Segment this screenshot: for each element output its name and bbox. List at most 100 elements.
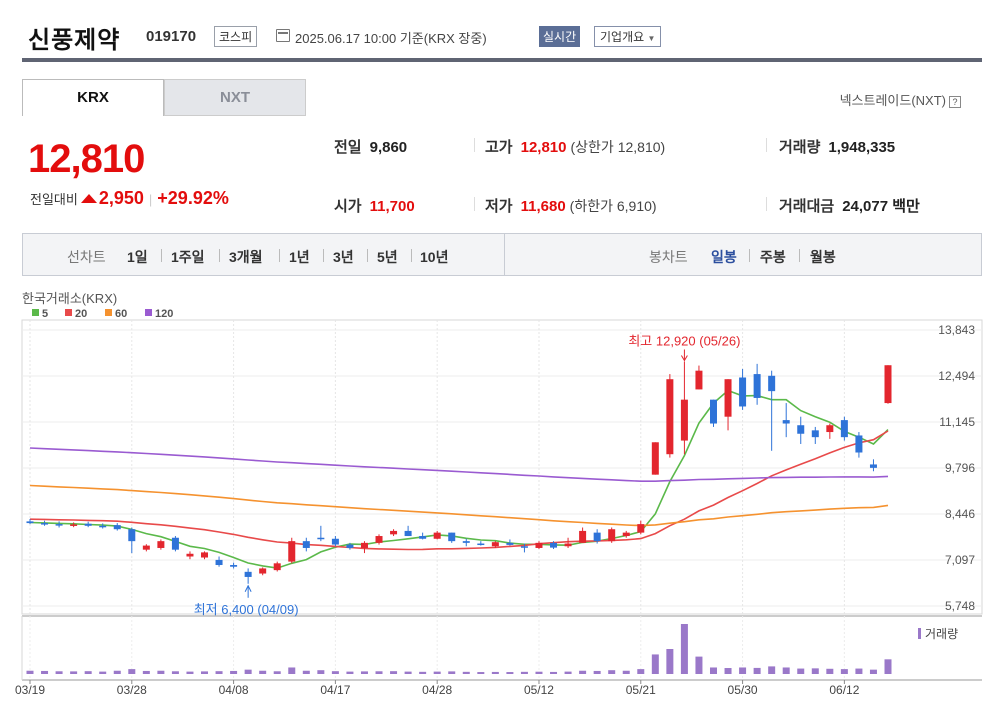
y-tick-label: 5,748 (945, 599, 975, 613)
stat-amount: 거래대금 24,077 백만 (779, 198, 920, 215)
legend-label: 5 (42, 308, 48, 320)
candle (491, 541, 499, 548)
quote-datetime: 2025.06.17 10:00 기준(KRX 장중) (295, 31, 487, 46)
volume-bar (768, 666, 776, 674)
volume-bar (739, 667, 747, 674)
period-3y[interactable]: 3년 (333, 249, 354, 265)
volume-bar (186, 671, 194, 674)
volume-bar (171, 671, 179, 674)
candle (535, 541, 543, 549)
nextrade-link[interactable]: 넥스트레이드(NXT)? (840, 90, 961, 109)
candle (259, 567, 267, 576)
volume-bar (390, 671, 398, 674)
candle (113, 523, 121, 531)
volume-bar (797, 668, 805, 674)
chevron-down-icon: ▼ (647, 34, 656, 43)
volume-bar (826, 668, 834, 674)
market-badge: 코스피 (214, 26, 258, 47)
candle-weekly[interactable]: 주봉 (760, 249, 786, 265)
candle-daily[interactable]: 일봉 (711, 249, 737, 265)
volume-bar (680, 624, 688, 674)
candlestick-chart[interactable]: 13,843 12,494 11,145 9,796 8,446 7,097 5,748 03… (0, 286, 983, 726)
volume-bar (564, 671, 572, 674)
candle (739, 368, 747, 410)
volume-bar (593, 670, 601, 674)
candle (404, 525, 412, 537)
period-1d[interactable]: 1일 (127, 249, 148, 265)
diff-percent: +29.92% (157, 188, 229, 208)
volume-bar (840, 669, 848, 674)
candle (797, 416, 805, 444)
y-tick-label: 12,494 (938, 369, 975, 383)
x-tick-label: 03/28 (117, 683, 147, 697)
period-1y[interactable]: 1년 (289, 249, 310, 265)
high-annotation: 최고 12,920 (05/26) (628, 333, 740, 348)
candle (506, 539, 514, 546)
volume-bar (477, 672, 485, 674)
low-annotation: 최저 6,400 (04/09) (194, 602, 299, 617)
candle (826, 423, 834, 439)
candle (840, 416, 848, 441)
candle (477, 541, 485, 546)
realtime-button[interactable]: 실시간 (539, 26, 581, 47)
help-icon[interactable]: ? (949, 96, 961, 108)
period-1w[interactable]: 1주일 (171, 249, 205, 265)
company-info-dropdown[interactable]: 기업개요 ▼ (594, 26, 662, 47)
volume-bar (651, 654, 659, 674)
candle-monthly[interactable]: 월봉 (810, 249, 836, 265)
candle (550, 541, 558, 549)
stock-name: 신풍제약 (28, 27, 121, 54)
volume-bar (433, 671, 441, 674)
candle (244, 568, 252, 584)
y-tick-label: 13,843 (938, 323, 975, 337)
tab-krx[interactable]: KRX (22, 79, 164, 116)
stat-low: 저가 11,680 (하한가 6,910) (485, 198, 657, 215)
candle (520, 543, 528, 553)
volume-bar (215, 671, 223, 674)
volume-bar (273, 671, 281, 674)
volume-bar (579, 670, 587, 674)
volume-bar (55, 671, 63, 674)
candle (782, 403, 790, 438)
volume-bar (869, 669, 877, 674)
volume-bar (142, 670, 150, 674)
period-3m[interactable]: 3개월 (229, 249, 263, 265)
price-change: 전일대비 2,950 | +29.92% (30, 188, 229, 208)
candle (564, 537, 572, 548)
up-arrow-icon (80, 194, 97, 203)
volume-bar (811, 668, 819, 674)
candle (462, 538, 470, 547)
volume-bar (520, 671, 528, 674)
candle (695, 365, 703, 390)
legend-label: 60 (115, 308, 127, 320)
high-arrow-icon (680, 355, 688, 362)
candle (84, 521, 92, 528)
ma-line-60 (29, 484, 889, 527)
ma-line-20 (29, 430, 889, 551)
volume-bar (782, 667, 790, 674)
volume-bar (26, 670, 34, 674)
volume-bar (346, 671, 354, 674)
line-chart-label: 선차트 (67, 249, 106, 265)
candle (346, 542, 354, 550)
tab-nxt[interactable]: NXT (164, 79, 306, 116)
volume-bar (201, 671, 209, 674)
volume-label: 거래량 (925, 627, 958, 641)
volume-bar (855, 668, 863, 674)
volume-bar (724, 668, 732, 674)
candle (637, 520, 645, 535)
period-5y[interactable]: 5년 (377, 249, 398, 265)
candle (433, 530, 441, 540)
candle (869, 459, 877, 472)
stat-open: 시가 11,700 (334, 198, 415, 215)
volume-bar (506, 672, 514, 674)
candle (55, 521, 63, 528)
stat-volume: 거래량 1,948,335 (779, 139, 896, 156)
y-tick-label: 9,796 (945, 461, 975, 475)
x-tick-label: 03/19 (15, 683, 45, 697)
volume-bar (695, 656, 703, 674)
volume-bar (448, 671, 456, 674)
period-10y[interactable]: 10년 (420, 249, 449, 265)
low-arrow-icon (244, 584, 252, 592)
legend-swatch (32, 309, 39, 316)
